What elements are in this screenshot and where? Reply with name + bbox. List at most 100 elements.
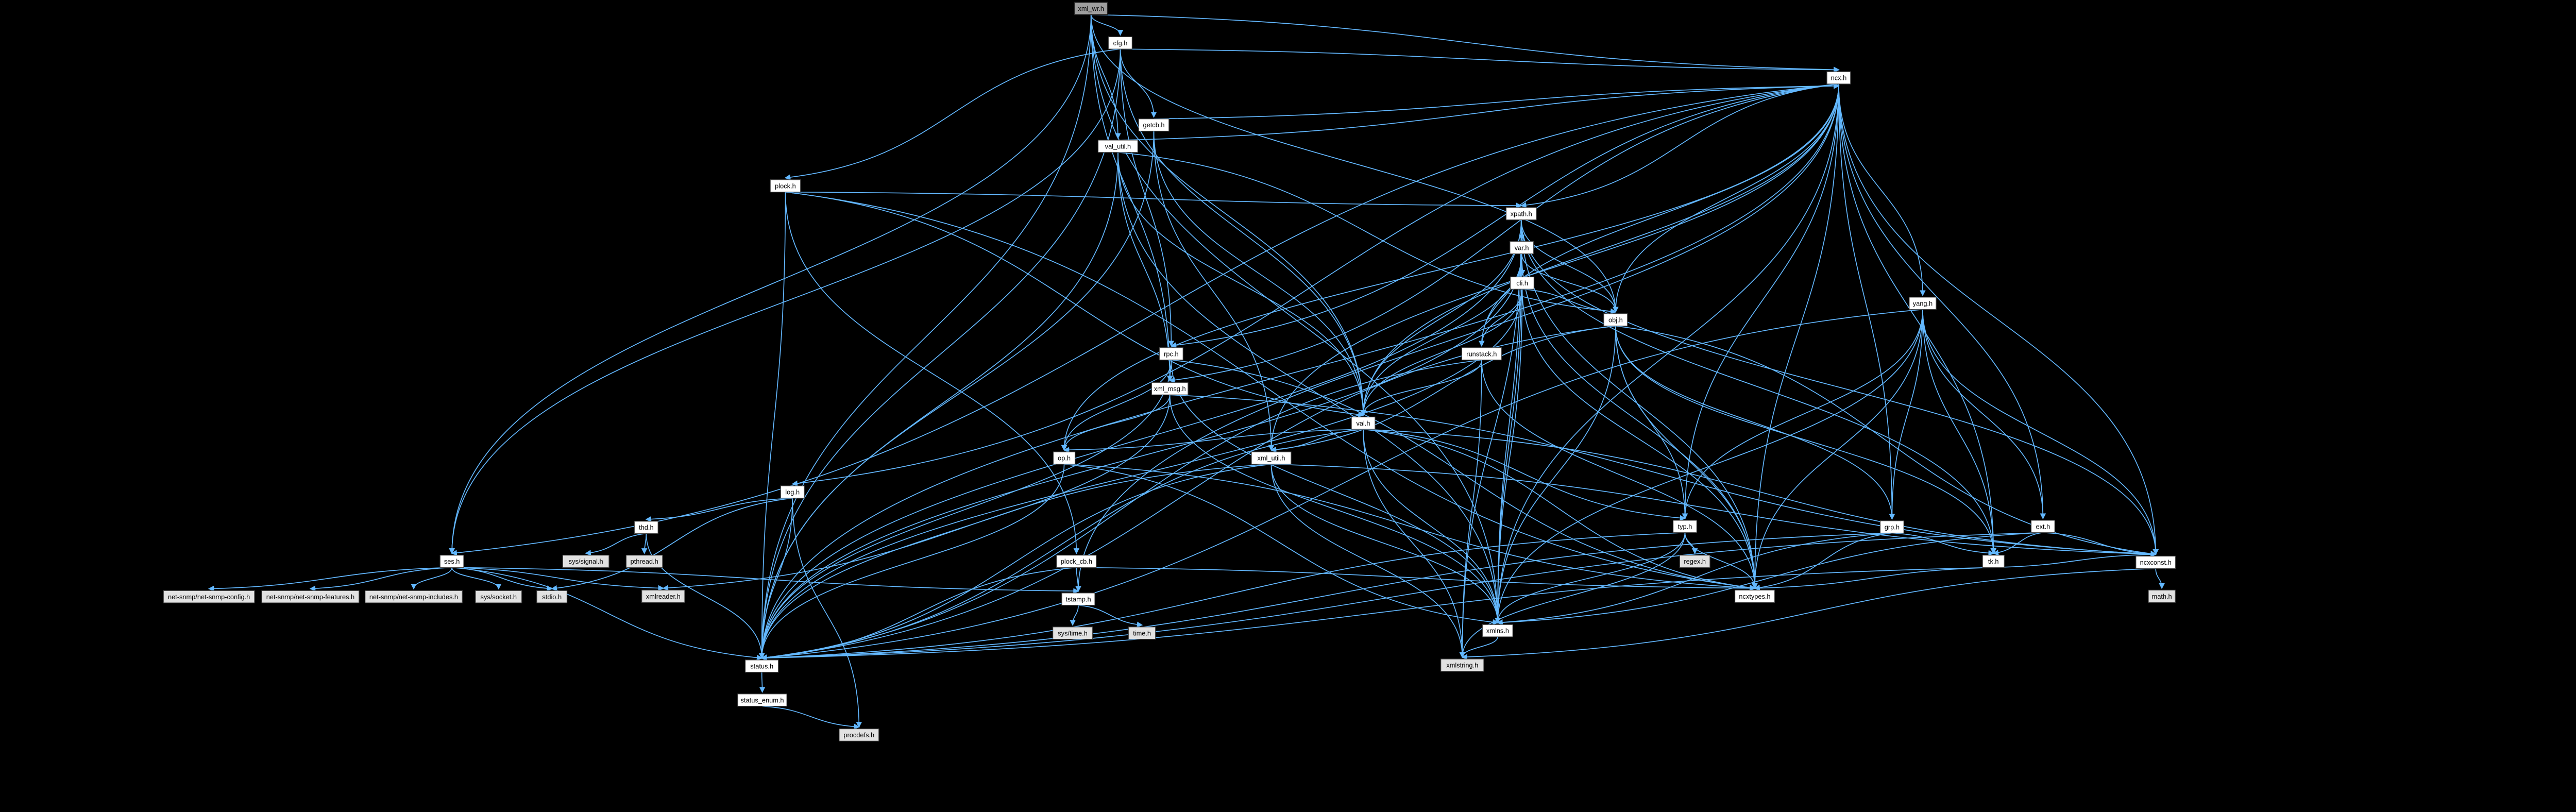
node-ses.h[interactable]: ses.h bbox=[439, 554, 464, 568]
include-edge bbox=[585, 533, 647, 556]
node-xmlns.h[interactable]: xmlns.h bbox=[1482, 624, 1513, 637]
include-edge bbox=[1075, 83, 1839, 592]
include-edge bbox=[309, 567, 452, 591]
include-edge bbox=[1838, 83, 1895, 520]
include-edge bbox=[785, 191, 1364, 418]
node-ncxconst.h[interactable]: ncxconst.h bbox=[2136, 555, 2176, 569]
include-edge bbox=[1752, 309, 1923, 589]
include-edge bbox=[1682, 309, 1923, 519]
include-edge bbox=[449, 14, 1092, 554]
include-edge bbox=[762, 705, 860, 730]
include-edge bbox=[1459, 636, 1498, 658]
include-edge bbox=[758, 498, 793, 659]
node-plock_cb.h[interactable]: plock_cb.h bbox=[1056, 554, 1097, 568]
include-edge bbox=[451, 83, 1839, 556]
node-pthread.h[interactable]: pthread.h bbox=[625, 554, 663, 568]
node-procdefs.h[interactable]: procdefs.h bbox=[839, 728, 879, 742]
include-edge bbox=[760, 429, 1364, 661]
node-getcb.h[interactable]: getcb.h bbox=[1138, 119, 1170, 132]
include-edge bbox=[760, 309, 1923, 661]
include-edge bbox=[760, 532, 1685, 661]
node-yang.h[interactable]: yang.h bbox=[1909, 297, 1937, 310]
node-xml_wr.h[interactable]: xml_wr.h bbox=[1074, 2, 1108, 15]
include-edge bbox=[760, 567, 1994, 661]
include-edge bbox=[452, 567, 1079, 594]
node-ncxtypes.h[interactable]: ncxtypes.h bbox=[1734, 589, 1775, 603]
include-edge bbox=[1120, 49, 1157, 118]
include-edge bbox=[1838, 83, 2046, 519]
include-edge bbox=[1497, 532, 1892, 625]
include-edge bbox=[1090, 14, 1366, 416]
node-net-snmp/net-snmp-includes.h[interactable]: net-snmp/net-snmp-includes.h bbox=[365, 590, 463, 603]
node-xpath.h[interactable]: xpath.h bbox=[1505, 207, 1537, 221]
node-status.h[interactable]: status.h bbox=[744, 659, 779, 673]
include-edge bbox=[1090, 14, 1619, 313]
node-plock.h[interactable]: plock.h bbox=[770, 179, 801, 193]
include-dependency-graph: xml_wr.h cfg.h ncx.h getcb.h val_util.hplock… bbox=[163, 2, 2176, 742]
node-xmlreader.h[interactable]: xmlreader.h bbox=[641, 589, 685, 603]
node-xmlstring.h[interactable]: xmlstring.h bbox=[1440, 658, 1484, 672]
node-net-snmp/net-snmp-config.h[interactable]: net-snmp/net-snmp-config.h bbox=[163, 590, 255, 603]
include-edge bbox=[1521, 289, 1758, 589]
include-edge bbox=[1153, 131, 1366, 416]
node-sys/time.h[interactable]: sys/time.h bbox=[1052, 627, 1093, 640]
node-stdio.h[interactable]: stdio.h bbox=[536, 590, 568, 603]
node-obj.h[interactable]: obj.h bbox=[1603, 313, 1628, 327]
node-runstack.h[interactable]: runstack.h bbox=[1461, 347, 1502, 361]
node-var.h[interactable]: var.h bbox=[1510, 241, 1534, 255]
include-edge bbox=[1360, 219, 1522, 416]
node-val_util.h[interactable]: val_util.h bbox=[1097, 140, 1139, 153]
include-edge bbox=[1120, 49, 1175, 347]
node-tk.h[interactable]: tk.h bbox=[1982, 554, 2005, 568]
include-edge bbox=[1838, 83, 1926, 296]
node-typ.h[interactable]: typ.h bbox=[1672, 520, 1697, 533]
include-edge bbox=[1271, 464, 2157, 557]
include-edge bbox=[758, 83, 1839, 659]
include-edge bbox=[452, 567, 665, 591]
include-edge bbox=[1479, 289, 1523, 347]
include-edge bbox=[1070, 605, 1079, 626]
include-edge bbox=[1363, 429, 1501, 624]
node-val.h[interactable]: val.h bbox=[1351, 416, 1376, 430]
node-op.h[interactable]: op.h bbox=[1053, 451, 1076, 465]
node-time.h[interactable]: time.h bbox=[1128, 627, 1156, 640]
include-edge bbox=[1363, 429, 1756, 591]
include-edge bbox=[758, 360, 1172, 659]
node-cfg.h[interactable]: cfg.h bbox=[1108, 36, 1133, 49]
include-edge bbox=[1117, 152, 1173, 382]
node-xml_util.h[interactable]: xml_util.h bbox=[1251, 451, 1292, 465]
include-edge bbox=[760, 532, 2043, 661]
include-edge bbox=[1481, 360, 1758, 589]
node-sys/signal.h[interactable]: sys/signal.h bbox=[562, 554, 609, 568]
include-edge bbox=[1497, 532, 2043, 625]
include-edge bbox=[1078, 604, 1143, 628]
include-edge bbox=[1360, 83, 1839, 416]
include-edge bbox=[1363, 429, 1686, 521]
node-ext.h[interactable]: ext.h bbox=[2030, 520, 2055, 533]
include-edge bbox=[1171, 360, 1501, 624]
include-edge bbox=[1154, 83, 1840, 120]
node-net-snmp/net-snmp-features.h[interactable]: net-snmp/net-snmp-features.h bbox=[261, 590, 360, 603]
node-xml_msg.h[interactable]: xml_msg.h bbox=[1151, 382, 1189, 395]
node-cli.h[interactable]: cli.h bbox=[1510, 276, 1535, 290]
node-math.h[interactable]: math.h bbox=[2148, 589, 2176, 603]
node-status_enum.h[interactable]: status_enum.h bbox=[737, 693, 787, 707]
include-edge bbox=[411, 567, 452, 590]
node-regex.h[interactable]: regex.h bbox=[1679, 554, 1710, 568]
include-edge bbox=[1153, 131, 1275, 451]
node-rpc.h[interactable]: rpc.h bbox=[1159, 347, 1183, 361]
include-edge bbox=[1091, 14, 1840, 73]
include-edge bbox=[2043, 532, 2157, 557]
include-edge bbox=[1076, 567, 1756, 591]
node-sys/socket.h[interactable]: sys/socket.h bbox=[475, 590, 522, 603]
node-grp.h[interactable]: grp.h bbox=[1879, 520, 1904, 534]
include-edge bbox=[1495, 326, 1616, 624]
node-tstamp.h[interactable]: tstamp.h bbox=[1061, 593, 1095, 606]
include-edge bbox=[1117, 152, 1366, 416]
node-thd.h[interactable]: thd.h bbox=[634, 521, 658, 534]
include-edge bbox=[1520, 219, 1619, 313]
include-edge bbox=[792, 498, 862, 728]
node-ncx.h[interactable]: ncx.h bbox=[1826, 71, 1851, 84]
node-log.h[interactable]: log.h bbox=[780, 485, 805, 499]
